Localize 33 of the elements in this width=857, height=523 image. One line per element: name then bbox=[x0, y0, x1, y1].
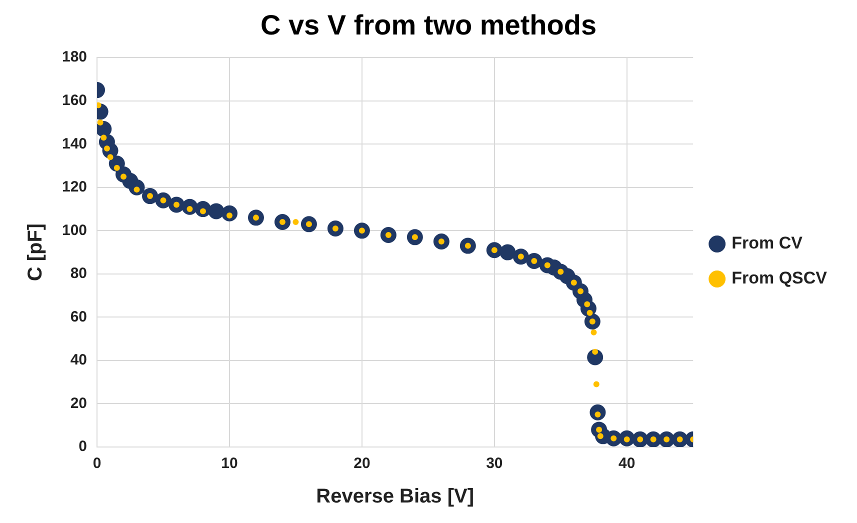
y-tick-label: 20 bbox=[70, 394, 88, 412]
x-axis-title: Reverse Bias [V] bbox=[316, 486, 474, 508]
point bbox=[586, 310, 593, 316]
y-tick-label: 0 bbox=[78, 438, 88, 456]
point bbox=[208, 203, 224, 220]
point bbox=[593, 381, 600, 388]
point bbox=[104, 145, 110, 152]
legend-label: From CV bbox=[732, 234, 804, 253]
chart-title: C vs V from two methods bbox=[260, 10, 597, 41]
y-tick-label: 140 bbox=[62, 135, 88, 152]
x-tick-label: 30 bbox=[486, 455, 503, 472]
point bbox=[500, 244, 516, 260]
x-tick-label: 20 bbox=[354, 455, 370, 472]
y-tick-label: 160 bbox=[62, 92, 88, 110]
point bbox=[592, 348, 598, 355]
point bbox=[100, 134, 107, 141]
y-tick-label: 80 bbox=[70, 265, 88, 282]
legend-label: From QSCV bbox=[732, 268, 828, 288]
point bbox=[114, 164, 120, 171]
point bbox=[97, 120, 104, 126]
y-tick-label: 180 bbox=[62, 48, 88, 66]
x-tick-label: 10 bbox=[221, 455, 238, 472]
point bbox=[292, 219, 299, 226]
point bbox=[107, 154, 114, 160]
y-tick-label: 60 bbox=[70, 308, 88, 326]
y-tick-label: 120 bbox=[62, 178, 88, 196]
y-axis-title: C [pF] bbox=[24, 223, 47, 282]
y-tick-label: 40 bbox=[70, 352, 88, 369]
y-tick-label: 100 bbox=[62, 222, 88, 239]
point bbox=[584, 301, 590, 308]
point bbox=[590, 329, 597, 336]
x-tick-label: 40 bbox=[618, 455, 636, 472]
x-tick-label: 0 bbox=[92, 455, 102, 472]
